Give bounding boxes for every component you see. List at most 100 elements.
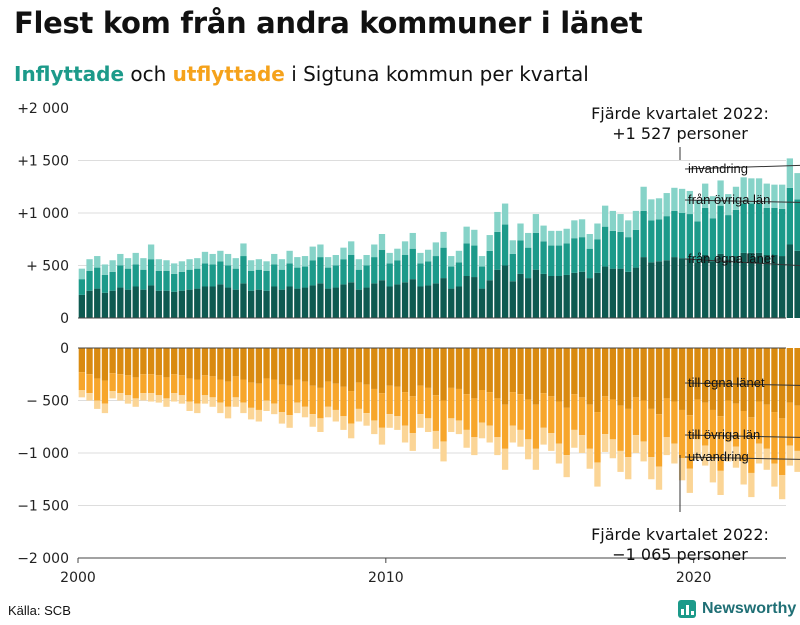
inflow-immigration-bar [678,188,686,213]
newsworthy-logo[interactable]: Newsworthy [678,600,796,618]
inflow-other-county-bar [278,269,286,290]
outflow-emigration-bar [463,429,470,448]
inflow-immigration-bar [663,193,670,217]
outflow-same-county-bar [563,348,570,408]
inflow-other-county-bar [263,270,270,291]
inflow-immigration-bar [755,178,763,204]
outflow-same-county-bar [147,348,155,375]
outflow-other-county-bar [417,385,424,415]
outflow-same-county-bar [655,348,663,415]
outflow-same-county-bar [140,348,147,375]
inflow-other-county-bar [386,263,393,287]
inflow-same-county-bar [678,258,686,318]
inflow-immigration-bar [386,252,393,264]
inflow-same-county-bar [463,276,470,318]
outflow-emigration-bar [232,397,239,407]
outflow-other-county-bar [494,398,501,438]
inflow-other-county-bar [324,267,332,289]
outflow-emigration-bar [94,400,101,409]
inflow-same-county-bar [86,290,93,318]
outflow-other-county-bar [640,400,647,442]
y-tick-label: −1 500 [17,499,69,515]
inflow-same-county-bar [355,289,363,318]
outflow-same-county-bar [686,348,693,416]
outflow-emigration-bar [201,395,209,404]
outflow-same-county-bar [755,348,763,402]
inflow-other-county-bar [232,268,239,290]
inflow-other-county-bar [509,253,516,282]
inflow-other-county-bar [578,237,586,272]
inflow-immigration-bar [301,256,309,267]
inflow-immigration-bar [147,244,155,260]
outflow-emigration-bar [586,448,593,469]
inflow-other-county-bar [417,263,424,287]
inflow-immigration-bar [271,253,278,265]
inflow-same-county-bar [340,284,347,318]
inflow-same-county-bar [555,276,563,318]
legend-inflow-same-county: från egna länet [688,251,775,266]
outflow-emigration-bar [655,466,663,490]
legend-emigration: utvandring [688,449,749,464]
outflow-same-county-bar [594,348,601,413]
inflow-same-county-bar [409,279,416,318]
inflow-immigration-bar [702,183,709,208]
inflow-immigration-bar [101,264,109,275]
axis-layer: +2 000 +1 500 +1 000 + 500 0 0 − 500 −1 000 −1 5… [17,101,786,586]
inflow-same-county-bar [286,286,293,318]
inflow-same-county-bar [186,289,193,318]
outflow-emigration-bar [494,437,501,456]
inflow-other-county-bar [186,269,193,290]
outflow-emigration-bar [709,459,717,483]
inflow-same-county-bar [778,256,786,318]
label-leader [684,434,800,438]
outflow-same-county-bar [155,348,162,376]
inflow-other-county-bar [771,207,778,255]
inflow-same-county-bar [255,289,263,318]
inflow-immigration-bar [355,259,363,270]
outflow-emigration-bar [378,427,386,445]
inflow-immigration-bar [278,259,286,270]
outflow-other-county-bar [432,395,440,431]
inflow-immigration-bar [609,210,617,231]
outflow-emigration-bar [517,429,524,447]
inflow-same-county-bar [563,274,570,318]
outflow-same-county-bar [532,348,540,405]
outflow-other-county-bar [478,390,486,423]
inflow-other-county-bar [201,263,209,287]
inflow-other-county-bar [640,210,647,258]
outflow-same-county-bar [540,348,547,394]
inflow-same-county-bar [517,273,524,318]
outflow-same-county-bar [171,348,178,375]
inflow-other-county-bar [194,268,201,289]
outflow-same-county-bar [663,348,670,399]
outflow-other-county-bar [101,380,109,404]
outflow-same-county-bar [178,348,186,376]
outflow-emigration-bar [394,416,401,430]
outflow-emigration-bar [271,403,278,415]
outflow-same-county-bar [409,348,416,397]
outflow-other-county-bar [648,408,655,458]
outflow-other-county-bar [586,404,593,449]
inflow-immigration-bar [571,220,578,239]
inflow-same-county-bar [448,288,455,318]
inflow-immigration-bar [471,229,478,246]
inflow-immigration-bar [740,177,747,204]
inflow-other-county-bar [794,199,800,251]
subtitle-rest: i Sigtuna kommun per kvartal [284,62,589,86]
outflow-other-county-bar [617,405,624,451]
outflow-same-county-bar [378,348,386,394]
outflow-same-county-bar [478,348,486,390]
legend-outflow-same-county: till egna länet [688,375,765,390]
outflow-other-county-bar [540,393,547,428]
outflow-same-county-bar [417,348,424,386]
outflow-same-county-bar [224,348,232,382]
inflow-immigration-bar [478,256,486,267]
inflow-other-county-bar [755,203,763,253]
outflow-same-county-bar [794,348,800,406]
outflow-emigration-bar [386,414,393,428]
inflow-immigration-bar [401,241,409,255]
outflow-other-county-bar [86,374,93,394]
outflow-emigration-bar [694,439,701,460]
outflow-same-county-bar [740,348,747,411]
outflow-other-county-bar [763,404,770,449]
